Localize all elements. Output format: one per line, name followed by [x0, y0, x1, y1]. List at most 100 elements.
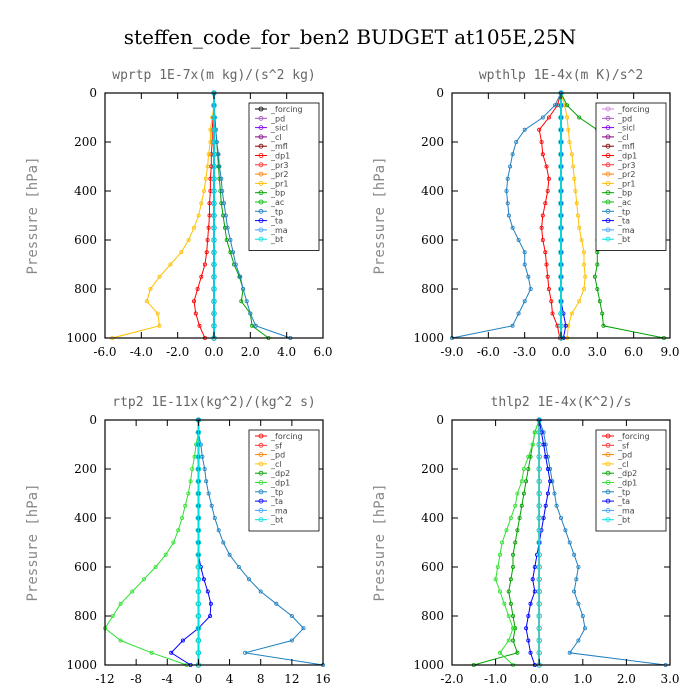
series-line-tp	[197, 420, 324, 666]
data-point	[536, 576, 542, 582]
data-point	[536, 552, 542, 558]
data-point	[516, 311, 521, 316]
data-point	[246, 577, 251, 582]
series-line-pr1	[560, 92, 586, 339]
data-point	[204, 479, 209, 484]
x-tick-label: -8	[130, 672, 142, 686]
data-point	[244, 299, 249, 304]
legend-label: _bp	[617, 189, 632, 198]
legend-label: _cl	[617, 133, 629, 142]
data-point	[536, 454, 542, 460]
legend-marker	[258, 171, 264, 177]
legend-label: _ta	[617, 497, 630, 506]
legend-label: _mfl	[617, 142, 635, 151]
legend-label: _ac	[270, 198, 284, 207]
series-line-dp1	[104, 420, 199, 666]
legend-marker	[605, 498, 611, 504]
data-point	[118, 638, 123, 643]
data-point	[576, 565, 581, 570]
data-point	[233, 262, 238, 267]
data-point	[211, 151, 217, 157]
data-point	[508, 601, 513, 606]
x-tick-label: 12	[284, 672, 299, 686]
data-point	[191, 299, 196, 304]
legend-marker	[605, 190, 611, 196]
data-point	[118, 601, 123, 606]
data-point	[558, 225, 564, 231]
data-point	[572, 176, 577, 181]
data-point	[195, 637, 201, 644]
data-point	[205, 237, 210, 242]
data-point	[530, 577, 535, 582]
y-axis-label: Pressure [hPa]	[372, 483, 388, 601]
data-point	[582, 262, 587, 267]
data-point	[544, 164, 549, 169]
data-point	[536, 588, 542, 595]
legend-label: _ta	[270, 217, 283, 226]
y-tick-label: 0	[89, 86, 97, 100]
data-point	[157, 323, 162, 328]
legend-label: _bt	[270, 235, 283, 244]
series-line-dp2	[473, 419, 540, 666]
data-point	[514, 139, 519, 144]
series-line-tp	[451, 92, 562, 339]
panel-title: wpthlp 1E-4x(m K)/s^2	[479, 68, 643, 83]
y-tick-label: 600	[74, 233, 97, 247]
data-point	[190, 466, 195, 471]
data-point	[558, 188, 564, 194]
x-tick-label: 1.0	[573, 672, 592, 686]
data-point	[582, 286, 587, 291]
data-point	[566, 127, 571, 132]
data-point	[566, 323, 571, 328]
data-point	[211, 114, 217, 121]
data-point	[536, 441, 542, 448]
y-axis-label: Pressure [hPa]	[25, 156, 41, 274]
data-point	[157, 274, 162, 279]
legend-label: _tp	[617, 488, 630, 497]
legend-marker	[258, 208, 264, 214]
y-tick-label: 400	[74, 184, 97, 198]
data-point	[228, 237, 233, 242]
data-point	[558, 286, 564, 292]
data-point	[543, 503, 548, 508]
x-tick-label: -4	[161, 672, 173, 686]
data-point	[536, 429, 542, 435]
data-point	[195, 515, 201, 521]
data-point	[493, 577, 498, 582]
legend-marker	[605, 153, 611, 158]
x-tick-label: -2.0	[166, 345, 189, 359]
legend-label: _forcing	[270, 105, 303, 114]
data-point	[195, 454, 201, 460]
y-tick-label: 800	[74, 609, 97, 623]
data-point	[510, 626, 515, 631]
data-point	[536, 564, 542, 570]
legend-marker	[258, 498, 264, 504]
panel-3: rtp2 1E-11x(kg^2)/(kg^2 s) Pressure [hPa]…	[25, 395, 331, 686]
legend-label: _forcing	[617, 432, 650, 441]
legend-marker	[258, 162, 264, 168]
data-point	[545, 274, 550, 279]
data-point	[211, 310, 217, 317]
data-point	[583, 626, 588, 631]
legend-marker	[258, 115, 264, 121]
data-point	[191, 225, 196, 230]
data-point	[224, 237, 229, 242]
data-point	[569, 311, 574, 316]
data-point	[243, 650, 248, 655]
x-tick-label: 16	[315, 672, 330, 686]
legend-marker	[258, 190, 264, 196]
y-axis-label: Pressure [hPa]	[25, 483, 41, 601]
data-point	[186, 237, 191, 242]
series-line-pr1	[112, 93, 215, 339]
data-point	[211, 102, 217, 108]
data-point	[536, 478, 542, 484]
data-point	[227, 552, 232, 557]
data-point	[211, 225, 217, 231]
data-point	[289, 638, 294, 643]
data-point	[211, 188, 217, 194]
data-point	[528, 601, 533, 606]
legend-marker	[258, 199, 264, 205]
legend-marker	[258, 452, 264, 458]
data-point	[521, 466, 526, 471]
